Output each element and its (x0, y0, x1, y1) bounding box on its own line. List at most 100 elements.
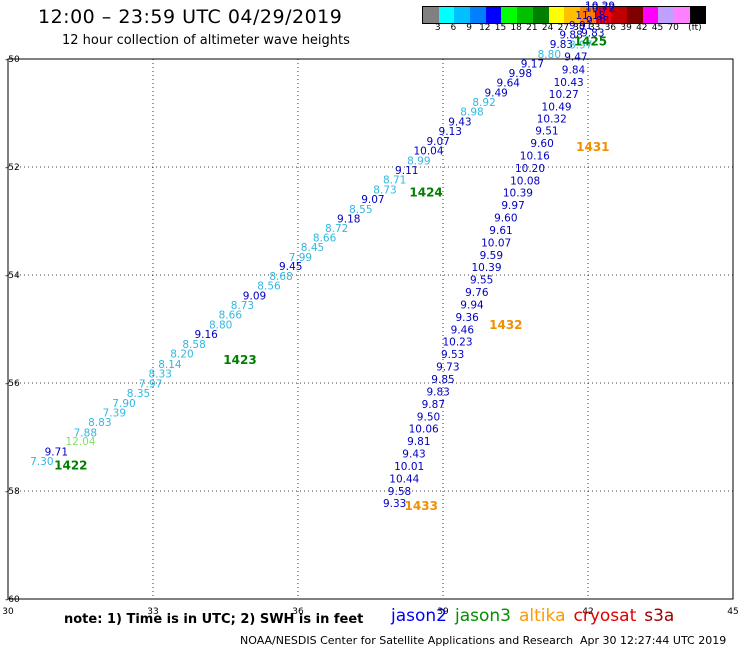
wave-height-value: 10.01 (394, 461, 424, 473)
colorbar-labels: 3 6 9 12 15 18 21 24 27 30 33 36 39 42 45 70 (ft) (422, 23, 740, 35)
wave-height-value: 8.80 (209, 319, 232, 331)
plot-frame (7, 58, 734, 600)
wave-height-value: 11.18 (575, 10, 605, 22)
wave-height-value: 9.83 (426, 386, 449, 398)
wave-height-value: 10.06 (409, 424, 439, 436)
x-tick-label: 33 (147, 607, 158, 617)
wave-height-value: 8.45 (301, 242, 324, 254)
colorbar-swatch (501, 7, 518, 23)
wave-height-value: 9.09 (243, 290, 266, 302)
colorbar-swatch (658, 7, 674, 23)
wave-height-value: 9.11 (395, 165, 418, 177)
wave-height-value: 9.76 (465, 287, 489, 299)
wave-height-value: 9.81 (407, 436, 430, 448)
colorbar-label: 70 (667, 23, 679, 33)
wave-height-value: 9.60 (530, 138, 553, 150)
pass-time-label: 1430 (615, 0, 648, 3)
y-tick-label: -52 (5, 163, 20, 173)
wave-height-value: 8.66 (219, 310, 243, 322)
wave-height-value: 9.84 (562, 65, 586, 77)
wave-height-value: 9.50 (417, 411, 440, 423)
credit-text: NOAA/NESDIS Center for Satellite Applica… (240, 634, 574, 647)
wave-height-value: 10.39 (471, 262, 501, 274)
wave-height-value: 9.64 (497, 78, 521, 90)
wave-height-value: 10.08 (510, 175, 540, 187)
legend-entry: jason2 (391, 606, 447, 626)
wave-height-value: 9.83 (550, 39, 573, 51)
colorbar-label: 30 (573, 23, 585, 33)
wave-height-value: 9.47 (564, 52, 587, 64)
wave-height-value: 8.66 (313, 233, 337, 245)
legend-entry: jason3 (455, 606, 511, 626)
wave-height-value: 8.33 (149, 369, 172, 381)
wave-height-value: 9.43 (402, 449, 425, 461)
wave-height-value: 9.18 (337, 214, 360, 226)
chart-title: 12:00 – 23:59 UTC 04/29/2019 (38, 6, 343, 28)
wave-height-value: 12.04 (65, 436, 95, 448)
wave-height-value: 9.49 (484, 87, 507, 99)
wave-height-value: 7.39 (103, 407, 126, 419)
colorbar-label: 15 (494, 23, 507, 33)
wave-height-value: 9.59 (480, 250, 503, 262)
wave-height-value: 9.73 (436, 362, 459, 374)
wave-height-value: 10.16 (520, 150, 550, 162)
wave-height-value: 8.99 (407, 155, 430, 167)
legend-entry: altika (519, 606, 566, 626)
wave-height-value: 9.45 (279, 261, 302, 273)
wave-height-value: 10.29 (585, 0, 615, 12)
wave-height-value: 8.92 (472, 97, 495, 109)
colorbar-label: 36 (604, 23, 617, 33)
wave-height-value: 9.07 (426, 136, 449, 148)
wave-height-value: 8.71 (383, 175, 406, 187)
wave-height-value: 9.83 (581, 27, 604, 39)
wave-height-value: 9.43 (448, 116, 471, 128)
wave-height-value: 10.04 (413, 146, 443, 158)
colorbar-swatch (532, 7, 549, 23)
y-tick-label: -54 (5, 271, 20, 281)
colorbar-swatch (454, 7, 471, 23)
colorbar-swatch (438, 7, 455, 23)
wave-height-value: 7.30 (30, 456, 53, 468)
wave-height-value: 8.98 (460, 107, 483, 119)
wave-height-value: 8.80 (538, 49, 561, 61)
wave-height-value: 9.55 (470, 275, 493, 287)
wave-height-value: 10.48 (590, 0, 620, 3)
x-tick-label: 39 (437, 607, 449, 617)
wave-height-value: 10.23 (442, 337, 472, 349)
wave-height-value: 7.88 (74, 427, 97, 439)
wave-height-value: 9.51 (535, 126, 558, 138)
wave-height-value: 9.16 (194, 329, 218, 341)
swh-colorbar (422, 6, 707, 24)
wave-height-value: 8.56 (257, 281, 281, 293)
colorbar-label: 45 (651, 23, 664, 33)
wave-height-value: 8.97 (569, 40, 592, 52)
wave-height-value: 8.55 (349, 204, 372, 216)
wave-height-value: 9.58 (388, 486, 411, 498)
wave-height-value: 9.91 (569, 20, 592, 32)
wave-height-value: 8.35 (127, 388, 150, 400)
wave-height-value: 8.20 (170, 349, 193, 361)
y-tick-label: -58 (5, 487, 20, 497)
wave-height-value: 9.88 (586, 15, 609, 27)
note-text: note: 1) Time is in UTC; 2) SWH is in fe… (64, 612, 364, 627)
chart-subtitle: 12 hour collection of altimeter wave hei… (62, 33, 350, 48)
colorbar-swatch (642, 7, 659, 23)
wave-height-value: 9.53 (441, 349, 464, 361)
legend-entry: cryosat (573, 606, 637, 626)
wave-height-value: 10.72 (585, 2, 615, 14)
colorbar-swatch (548, 7, 565, 23)
pass-time-label: 1425 (574, 35, 607, 49)
colorbar-swatch (423, 7, 439, 23)
colorbar-swatch (517, 7, 533, 23)
colorbar-label: 3 (434, 23, 441, 33)
wave-height-value: 10.32 (537, 114, 567, 126)
wave-height-value: 10.44 (389, 473, 419, 485)
wave-height-value: 9.94 (460, 299, 484, 311)
wave-height-value: 8.68 (269, 271, 292, 283)
wave-height-value: 8.14 (158, 359, 182, 371)
wave-height-value: 10.27 (549, 89, 579, 101)
wave-height-value: 9.71 (45, 446, 68, 458)
y-tick-label: -56 (5, 379, 20, 389)
colorbar-swatch (564, 7, 580, 23)
